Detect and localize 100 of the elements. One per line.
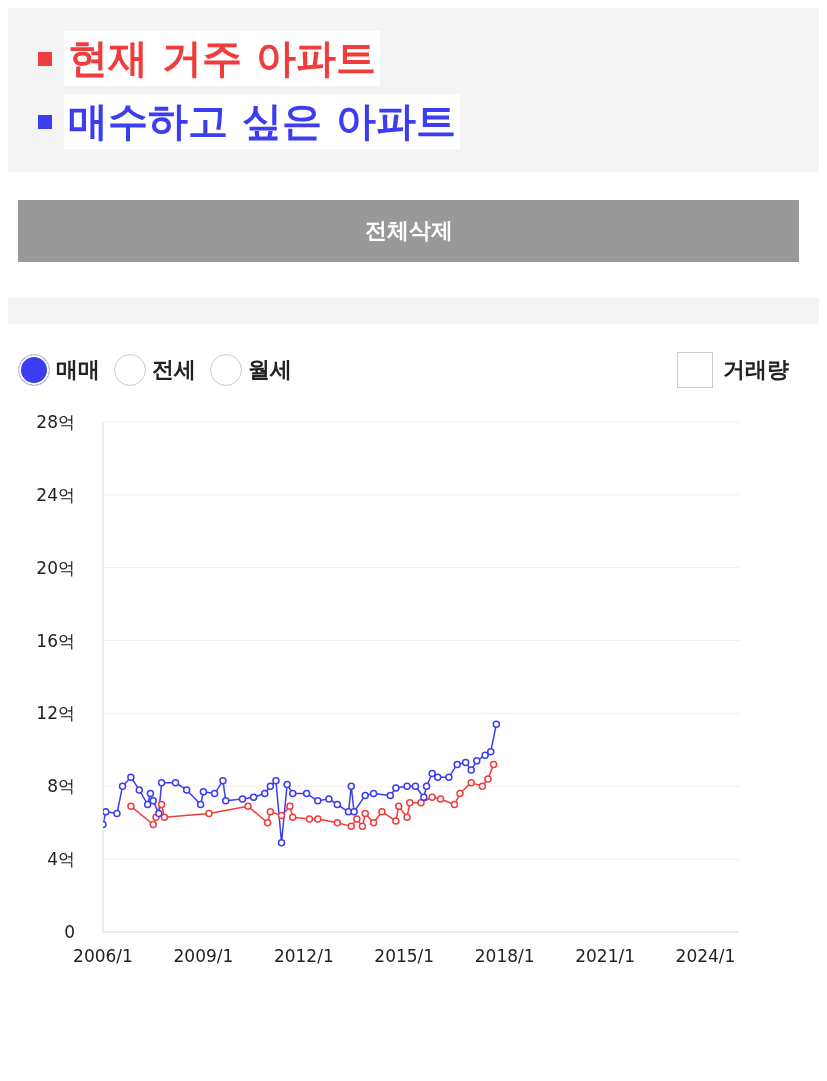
point (361, 791, 369, 800)
point (127, 773, 135, 781)
point (266, 782, 275, 791)
point (205, 809, 213, 818)
point (149, 820, 157, 829)
point (127, 802, 135, 811)
x-tick-label: 2018/1 (474, 946, 535, 967)
radio-button: 월세 (210, 354, 292, 386)
point (486, 747, 495, 756)
point (277, 839, 286, 847)
x-tick-label: 2015/1 (374, 946, 435, 967)
point (182, 786, 191, 794)
point (428, 793, 436, 801)
point (249, 793, 258, 801)
y-tick-label: 16억 (36, 630, 75, 651)
point (406, 798, 414, 807)
point (417, 798, 425, 807)
x-tick-label: 2006/1 (73, 946, 133, 967)
point (456, 789, 464, 798)
point (219, 777, 227, 785)
point (160, 813, 169, 821)
y-tick-label: 0 (64, 922, 75, 943)
point (157, 778, 166, 787)
point (146, 789, 155, 798)
point (244, 802, 252, 811)
point (394, 802, 403, 811)
point (238, 795, 247, 803)
point (210, 789, 219, 798)
x-tick-label: 2009/1 (173, 946, 234, 967)
point (347, 822, 356, 831)
point (403, 813, 411, 821)
point (314, 815, 322, 823)
radio-button: 전세 (114, 354, 196, 386)
point (157, 800, 166, 809)
point (481, 751, 489, 760)
point (492, 720, 501, 729)
point (386, 791, 395, 800)
point (283, 780, 291, 789)
point (484, 775, 492, 783)
point (350, 808, 358, 816)
point (277, 811, 286, 820)
y-tick-label: 4억 (47, 849, 75, 870)
point (467, 778, 475, 787)
point (433, 773, 442, 781)
legend-label: 현재 거주 아파트 (64, 31, 380, 86)
point (305, 815, 314, 823)
x-tick-label: 2021/1 (575, 946, 636, 967)
point (461, 758, 470, 767)
point (403, 782, 411, 791)
point (261, 789, 269, 798)
checkbox: 거래량 (677, 352, 789, 388)
point (369, 789, 378, 798)
point (143, 800, 152, 809)
point (103, 808, 110, 816)
point (171, 778, 180, 787)
point (199, 788, 208, 796)
y-tick-label: 24억 (36, 484, 75, 505)
point (333, 800, 342, 809)
point (467, 766, 475, 774)
point (314, 797, 322, 805)
legend-label: 매수하고 싶은 아파트 (64, 94, 460, 149)
point (155, 809, 163, 818)
point (436, 795, 445, 803)
point (149, 797, 157, 805)
point (422, 782, 431, 791)
x-tick-label: 2024/1 (675, 946, 736, 967)
point (288, 789, 297, 798)
point (333, 818, 342, 827)
selected-radio-button: 매매 (18, 354, 100, 386)
x-tick-label: 2012/1 (273, 946, 334, 967)
point (369, 818, 378, 827)
point (263, 818, 272, 827)
point (358, 822, 367, 831)
y-tick-label: 12억 (36, 703, 75, 724)
point (196, 800, 205, 809)
y-tick-label: 8억 (47, 776, 75, 797)
point (266, 808, 275, 816)
y-tick-label: 20억 (36, 557, 75, 578)
point (361, 809, 369, 818)
y-tick-label: 28억 (36, 412, 75, 433)
point (453, 760, 462, 769)
point (420, 793, 428, 801)
point (302, 789, 311, 798)
point (392, 784, 400, 792)
point (450, 800, 459, 809)
point (347, 782, 356, 791)
point (286, 802, 294, 811)
point (445, 773, 453, 781)
point (325, 795, 333, 803)
point (489, 760, 498, 769)
point (113, 809, 121, 818)
point (272, 777, 280, 785)
point (221, 797, 230, 805)
point (478, 782, 487, 791)
delete-all-button: 전체삭제 (18, 200, 799, 262)
point (118, 782, 127, 791)
point (392, 817, 400, 825)
point (135, 786, 144, 794)
point (411, 782, 420, 791)
point (378, 808, 386, 816)
